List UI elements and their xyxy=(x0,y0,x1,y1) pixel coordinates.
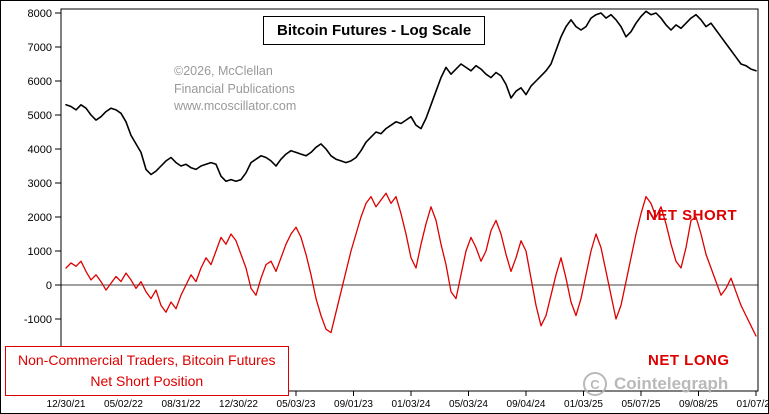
x-axis-tick-label: 09/01/23 xyxy=(334,399,373,410)
y-axis-tick-label: 2000 xyxy=(28,212,52,224)
x-axis-tick-label: 01/03/25 xyxy=(564,399,603,410)
x-axis-tick-label: 01/07/26 xyxy=(737,399,769,410)
y-axis-tick-label: 7000 xyxy=(28,42,52,54)
y-axis-tick-label: 4000 xyxy=(28,144,52,156)
plot-border xyxy=(60,8,759,392)
net-long-label: NET LONG xyxy=(648,352,730,369)
copyright-line-1: ©2026, McClellan xyxy=(174,64,273,78)
x-axis-tick-label: 05/02/22 xyxy=(104,399,143,410)
x-axis-tick-label: 09/08/25 xyxy=(679,399,718,410)
x-axis-tick-label: 01/03/24 xyxy=(392,399,431,410)
x-axis-tick-label: 12/30/21 xyxy=(47,399,86,410)
chart-title-box: Bitcoin Futures - Log Scale xyxy=(263,16,486,45)
x-axis-tick-label: 09/04/24 xyxy=(507,399,546,410)
copyright-line-2: Financial Publications xyxy=(174,81,295,96)
series-description-line-2: Net Short Position xyxy=(90,373,204,389)
series-description-box: Non-Commercial Traders, Bitcoin Futures … xyxy=(5,346,289,396)
net-position-series-line xyxy=(65,192,757,337)
x-axis-tick-label: 05/07/25 xyxy=(622,399,661,410)
y-axis-tick-label: -1000 xyxy=(24,314,52,326)
x-axis-tick-label: 12/30/22 xyxy=(219,399,258,410)
y-axis-tick-label: 6000 xyxy=(28,76,52,88)
net-short-label: NET SHORT xyxy=(646,207,738,224)
series-description-line-1: Non-Commercial Traders, Bitcoin Futures xyxy=(18,352,276,368)
y-axis-tick-label: 5000 xyxy=(28,110,52,122)
y-axis-tick-label: 0 xyxy=(46,280,52,292)
copyright-text: ©2026, McClellan Financial Publications … xyxy=(174,63,296,116)
y-axis-tick-label: 3000 xyxy=(28,178,52,190)
chart-title: Bitcoin Futures - Log Scale xyxy=(277,22,472,39)
x-axis-tick-label: 08/31/22 xyxy=(162,399,201,410)
y-axis-tick-label: 1000 xyxy=(28,246,52,258)
price-series-line xyxy=(65,10,757,183)
y-axis-tick-label: 8000 xyxy=(28,8,52,20)
x-axis-tick-label: 05/03/24 xyxy=(449,399,488,410)
copyright-line-3: www.mcoscillator.com xyxy=(174,99,297,113)
x-axis-tick-label: 05/03/23 xyxy=(277,399,316,410)
